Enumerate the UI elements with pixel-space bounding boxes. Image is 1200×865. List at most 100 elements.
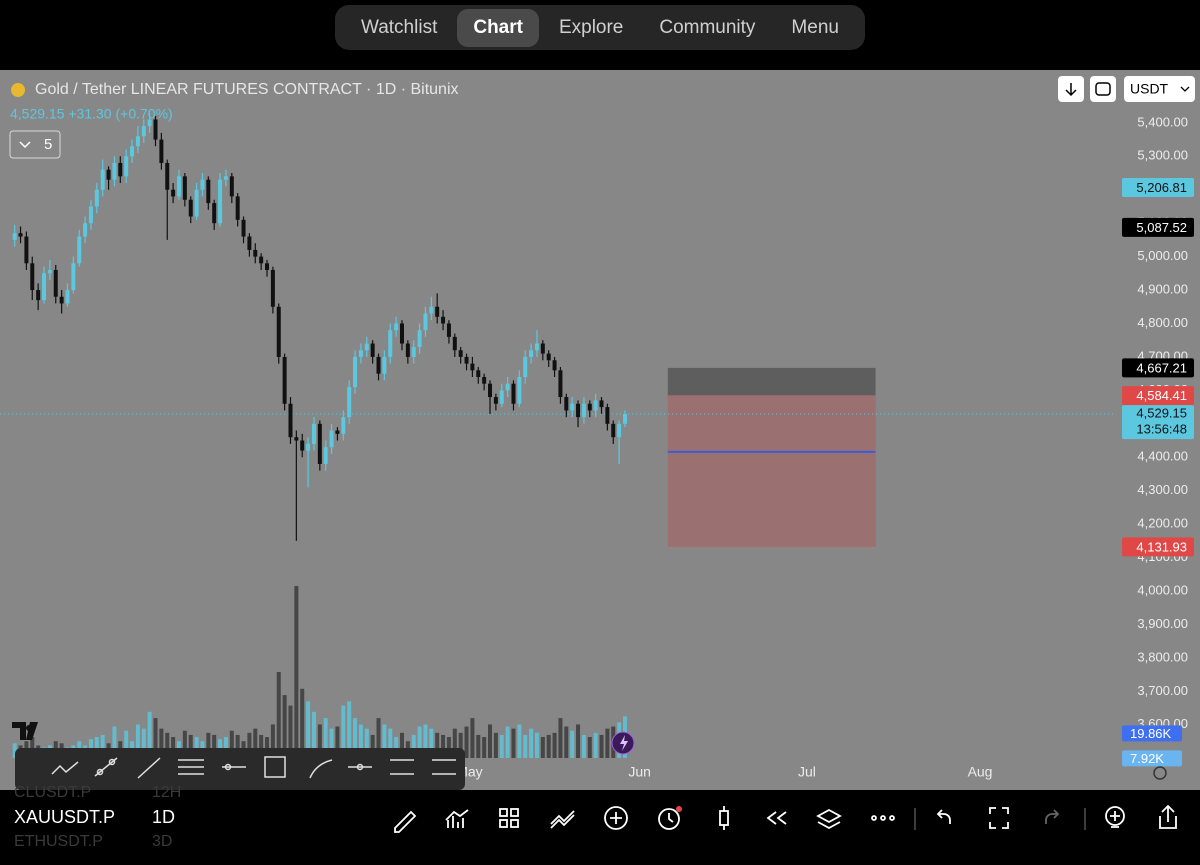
candle-body bbox=[30, 263, 35, 291]
top-nav: Watchlist Chart Explore Community Menu bbox=[335, 5, 865, 50]
volume-bar bbox=[552, 732, 557, 758]
candle-body bbox=[605, 407, 610, 424]
volume-bar bbox=[476, 734, 481, 758]
volume-bar bbox=[306, 701, 311, 758]
arrow-icon bbox=[1065, 83, 1077, 97]
volume-bar bbox=[153, 718, 158, 758]
candle-body bbox=[323, 447, 328, 464]
nav-item[interactable]: Explore bbox=[558, 16, 624, 38]
nav-item[interactable]: Menu bbox=[791, 16, 839, 38]
candle-body bbox=[382, 356, 387, 374]
volume-bar bbox=[165, 732, 170, 758]
volume-bar bbox=[358, 724, 363, 758]
candle-body bbox=[159, 139, 164, 163]
symbol[interactable]: CLUSDT.P bbox=[14, 784, 92, 801]
candle-body bbox=[65, 290, 70, 304]
price-tag bbox=[1122, 217, 1194, 237]
volume-bar bbox=[558, 718, 563, 758]
nav-item[interactable]: Chart bbox=[457, 8, 539, 47]
volume-bar bbox=[546, 734, 551, 758]
price-tag-label: 4,131.93 bbox=[1136, 539, 1187, 554]
volume-bar bbox=[229, 730, 234, 758]
candle-body bbox=[200, 179, 205, 190]
volume-bar bbox=[376, 718, 381, 758]
toolbar-icons bbox=[51, 756, 456, 779]
tv-logo bbox=[12, 722, 38, 740]
candle-body bbox=[370, 343, 375, 357]
candle-body bbox=[212, 203, 217, 224]
volume-bar bbox=[417, 726, 422, 758]
candle-body bbox=[88, 206, 93, 224]
candle-body bbox=[505, 383, 510, 391]
candle-body bbox=[282, 356, 287, 404]
candle-body bbox=[617, 423, 622, 438]
candle-body bbox=[12, 233, 17, 240]
candle-body bbox=[546, 353, 551, 361]
y-tick-label: 5,000.00 bbox=[1137, 248, 1188, 263]
candle-body bbox=[229, 176, 234, 197]
y-tick-label: 4,400.00 bbox=[1137, 449, 1188, 464]
price-tag bbox=[1122, 177, 1194, 197]
volume-bar bbox=[529, 728, 534, 758]
candle-body bbox=[576, 403, 581, 418]
y-tick-label: 4,900.00 bbox=[1137, 281, 1188, 296]
plot: 3,600.003,700.003,800.003,900.004,000.00… bbox=[0, 112, 1194, 780]
volume-bar bbox=[599, 734, 604, 758]
volume-bar bbox=[171, 737, 176, 758]
currency: USDT bbox=[1130, 81, 1169, 97]
volume-bar bbox=[311, 711, 316, 758]
candle-body bbox=[235, 196, 240, 220]
symbol[interactable]: XAUUSDT.P bbox=[14, 807, 116, 827]
candle-body bbox=[18, 233, 23, 237]
layout-button[interactable] bbox=[1090, 76, 1116, 102]
candle-body bbox=[124, 156, 129, 177]
price-tag-label: 5,206.81 bbox=[1136, 180, 1187, 195]
candle-body bbox=[611, 423, 616, 438]
candle-body bbox=[423, 313, 428, 331]
nav-item[interactable]: Watchlist bbox=[360, 16, 438, 38]
candle-body bbox=[353, 356, 358, 388]
settings-icon[interactable] bbox=[1153, 766, 1167, 780]
volume-bar bbox=[247, 732, 252, 758]
price-tag bbox=[1122, 537, 1194, 557]
volume-bar bbox=[411, 734, 416, 758]
volume-bar bbox=[564, 726, 569, 758]
candle-body bbox=[42, 273, 47, 301]
nav-item[interactable]: Community bbox=[659, 16, 756, 38]
stop-zone bbox=[667, 367, 876, 396]
candle-body bbox=[253, 249, 258, 257]
candle-body bbox=[570, 403, 575, 411]
y-tick-label: 4,800.00 bbox=[1137, 315, 1188, 330]
candle-body bbox=[488, 383, 493, 398]
interval[interactable]: 3D bbox=[152, 833, 173, 850]
candle-body bbox=[100, 169, 105, 190]
candle-body bbox=[435, 306, 440, 317]
indicator-toggle[interactable] bbox=[9, 130, 61, 159]
volume-bar bbox=[399, 732, 404, 758]
candle-body bbox=[511, 383, 516, 404]
candle-body bbox=[311, 423, 316, 444]
volume-bar bbox=[488, 724, 493, 758]
candle-body bbox=[523, 356, 528, 377]
price-tag-label: 4,667.21 bbox=[1136, 360, 1187, 375]
candle-body bbox=[388, 330, 393, 357]
candle-body bbox=[364, 343, 369, 351]
volume-bar bbox=[253, 728, 258, 758]
candle-body bbox=[288, 403, 293, 438]
candle-body bbox=[411, 346, 416, 357]
volume-bar bbox=[212, 734, 217, 758]
currency-select[interactable] bbox=[1124, 76, 1195, 102]
candle-body bbox=[171, 189, 176, 197]
volume-bar bbox=[335, 726, 340, 758]
volume-bar bbox=[511, 728, 516, 758]
interval[interactable]: 12H bbox=[152, 784, 182, 801]
candle-body bbox=[482, 376, 487, 384]
candle-body bbox=[294, 437, 299, 441]
symbol[interactable]: ETHUSDT.P bbox=[14, 833, 103, 850]
volume-bar bbox=[112, 726, 117, 758]
volume-bar bbox=[124, 730, 129, 758]
candle-body bbox=[265, 263, 270, 270]
candle-body bbox=[499, 390, 504, 404]
interval[interactable]: 1D bbox=[152, 807, 176, 827]
